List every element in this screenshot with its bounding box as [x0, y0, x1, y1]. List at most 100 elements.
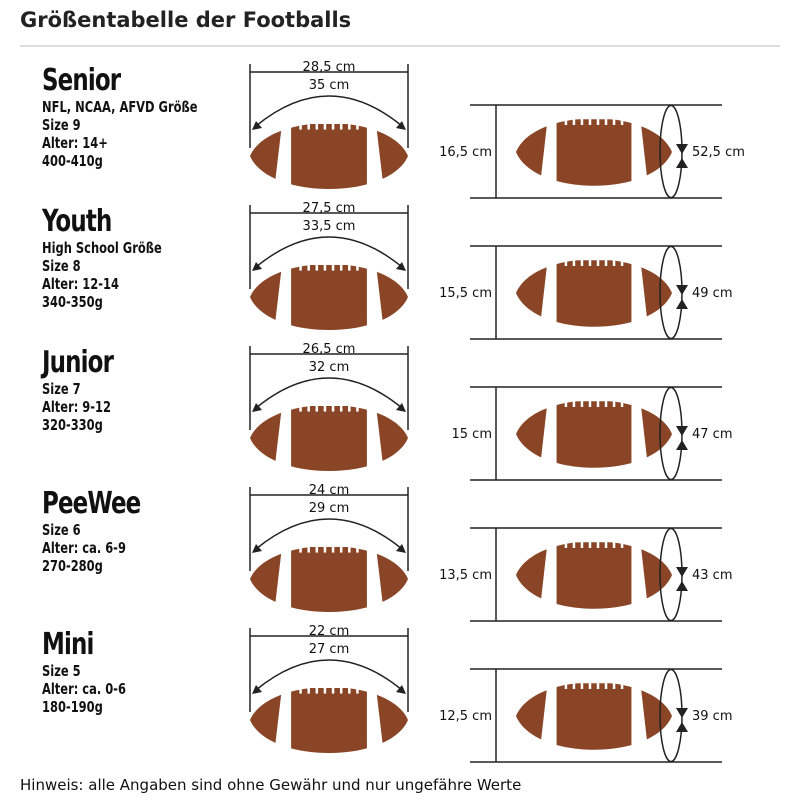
size-detail: Alter: ca. 6-9	[42, 539, 126, 557]
height-label: 15 cm	[452, 427, 493, 442]
size-row-mini: 22 cm 27 cm 12,5 cm 39 cm Mini Size 5 Alter: c…	[0, 624, 800, 765]
arc-label: 35 cm	[309, 78, 350, 93]
length-label: 28,5 cm	[303, 60, 356, 75]
size-info: Senior NFL, NCAA, AFVD Größe Size 9 Alter: …	[42, 63, 225, 171]
arc-label: 33,5 cm	[303, 219, 356, 234]
length-label: 22 cm	[309, 624, 350, 639]
size-detail: High School Größe	[42, 239, 162, 257]
size-info: PeeWee Size 6 Alter: ca. 6-9 270-280g	[42, 486, 158, 576]
ball-body	[516, 400, 672, 468]
size-name: PeeWee	[42, 486, 141, 521]
arrow-down-icon	[676, 426, 688, 436]
arrow-up-icon	[676, 722, 688, 732]
ball-stripe	[366, 261, 383, 328]
arrow-down-icon	[676, 285, 688, 295]
football-front	[516, 394, 672, 468]
arrow-down-icon	[676, 144, 688, 154]
ball-body	[250, 405, 408, 471]
circumference-label: 43 cm	[692, 568, 733, 583]
size-diagram: 26,5 cm 32 cm 15 cm 47 cm	[249, 342, 733, 481]
size-name: Senior	[42, 63, 121, 98]
arc-line	[255, 236, 403, 268]
arc-label: 32 cm	[309, 360, 350, 375]
ball-body	[516, 118, 672, 186]
divider	[20, 45, 780, 47]
ball-stripe	[366, 402, 383, 469]
ball-stripe	[631, 257, 648, 325]
size-detail: 270-280g	[42, 557, 103, 575]
size-detail: Alter: 14+	[42, 134, 108, 152]
disclaimer-note: Hinweis: alle Angaben sind ohne Gewähr u…	[20, 776, 522, 794]
arc-label: 27 cm	[309, 642, 350, 657]
size-detail: Size 8	[42, 257, 81, 275]
arrow-icon	[252, 544, 262, 553]
size-detail: 320-330g	[42, 416, 103, 434]
size-detail: NFL, NCAA, AFVD Größe	[42, 98, 198, 116]
size-detail: Alter: 12-14	[42, 275, 120, 293]
arrow-icon	[252, 121, 262, 130]
ball-stripe	[275, 261, 292, 328]
length-label: 27,5 cm	[303, 201, 356, 216]
circumference-label: 47 cm	[692, 427, 733, 442]
height-label: 13,5 cm	[439, 568, 492, 583]
size-detail: Alter: ca. 0-6	[42, 680, 126, 698]
football-side	[250, 540, 408, 612]
circumference-label: 52,5 cm	[692, 145, 745, 160]
ball-stripe	[275, 402, 292, 469]
ball-stripe	[366, 543, 383, 610]
size-detail: Size 7	[42, 380, 81, 398]
size-detail: Size 5	[42, 662, 81, 680]
ball-stripe	[366, 120, 383, 187]
ball-stripe	[540, 257, 557, 325]
arrow-icon	[252, 685, 262, 694]
ball-stripe	[540, 680, 557, 748]
arrow-up-icon	[676, 299, 688, 309]
arc-line	[255, 518, 403, 550]
ball-stripe	[540, 116, 557, 184]
ball-stripe	[275, 543, 292, 610]
arrow-icon	[396, 121, 406, 130]
page-title: Größentabelle der Footballs	[20, 8, 352, 32]
football-front	[516, 112, 672, 186]
arc-label: 29 cm	[309, 501, 350, 516]
arc-line	[255, 659, 403, 691]
size-name: Junior	[42, 345, 114, 380]
ball-stripe	[275, 684, 292, 751]
arrow-icon	[252, 262, 262, 271]
ball-body	[250, 264, 408, 330]
size-detail: Size 9	[42, 116, 81, 134]
football-side	[250, 117, 408, 189]
arrow-icon	[396, 262, 406, 271]
ball-body	[516, 682, 672, 750]
arrow-down-icon	[676, 567, 688, 577]
ball-stripe	[540, 398, 557, 466]
size-info: Youth High School Größe Size 8 Alter: 12-14…	[42, 205, 183, 312]
ball-stripe	[631, 398, 648, 466]
arrow-up-icon	[676, 581, 688, 591]
arrow-up-icon	[676, 158, 688, 168]
ball-body	[250, 123, 408, 189]
ball-stripe	[366, 684, 383, 751]
size-row-peewee: 24 cm 29 cm 13,5 cm 43 cm PeeWee Size 6 Alter:…	[0, 483, 800, 624]
ball-stripe	[631, 539, 648, 607]
size-row-junior: 26,5 cm 32 cm 15 cm 47 cm Junior Size 7 Alter:…	[0, 342, 800, 483]
ball-body	[250, 687, 408, 753]
football-side	[250, 399, 408, 471]
height-label: 16,5 cm	[439, 145, 492, 160]
arc-line	[255, 95, 403, 127]
arrow-up-icon	[676, 440, 688, 450]
size-diagram: 28,5 cm 35 cm 16,5 cm 52,5 cm	[249, 60, 745, 199]
size-name: Mini	[42, 627, 94, 662]
size-detail: Size 6	[42, 521, 81, 539]
arrow-icon	[396, 403, 406, 412]
size-diagram: 27,5 cm 33,5 cm 15,5 cm 49 cm	[249, 201, 733, 340]
size-detail: 340-350g	[42, 293, 103, 311]
football-front	[516, 253, 672, 327]
size-detail: Alter: 9-12	[42, 398, 112, 416]
length-label: 26,5 cm	[303, 342, 356, 357]
size-info: Mini Size 5 Alter: ca. 0-6 180-190g	[42, 627, 141, 717]
football-front	[516, 676, 672, 750]
arrow-icon	[396, 544, 406, 553]
football-front	[516, 535, 672, 609]
size-diagram: 24 cm 29 cm 13,5 cm 43 cm	[249, 483, 733, 622]
